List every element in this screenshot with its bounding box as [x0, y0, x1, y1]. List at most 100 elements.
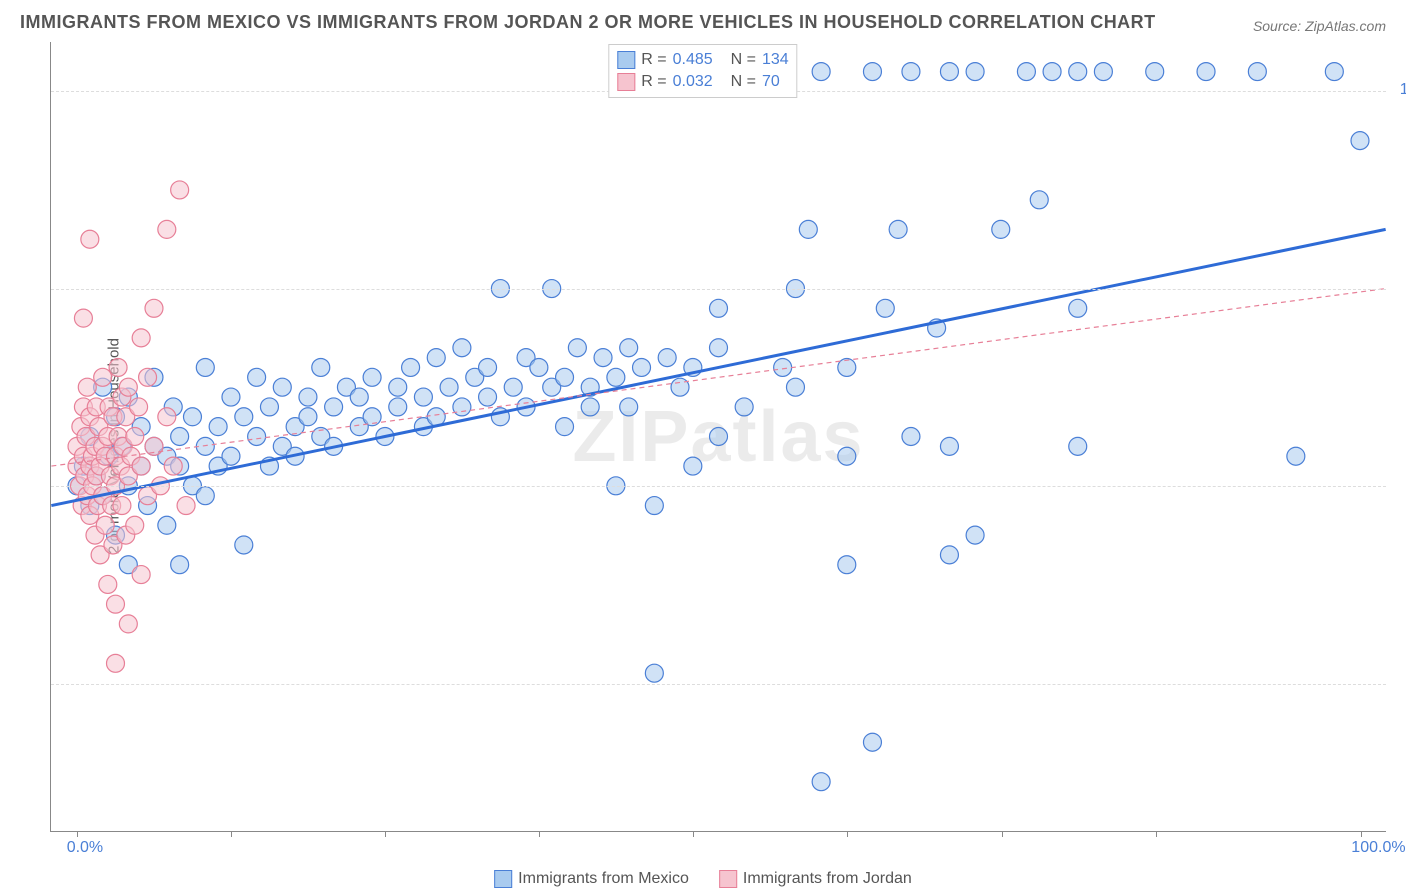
data-point-mexico — [876, 299, 894, 317]
data-point-mexico — [504, 378, 522, 396]
series-legend-item: Immigrants from Mexico — [494, 870, 689, 888]
data-point-mexico — [1030, 191, 1048, 209]
data-point-mexico — [158, 516, 176, 534]
data-point-mexico — [260, 398, 278, 416]
data-point-mexico — [556, 418, 574, 436]
correlation-legend: R =0.485N =134R = 0.032 N = 70 — [608, 44, 797, 98]
data-point-jordan — [94, 368, 112, 386]
data-point-mexico — [607, 368, 625, 386]
n-label: N = — [731, 49, 756, 71]
data-point-jordan — [132, 457, 150, 475]
data-point-mexico — [235, 408, 253, 426]
legend-swatch — [617, 73, 635, 91]
data-point-mexico — [863, 63, 881, 81]
data-point-mexico — [581, 398, 599, 416]
data-point-mexico — [620, 398, 638, 416]
data-point-mexico — [171, 556, 189, 574]
data-point-mexico — [1069, 437, 1087, 455]
plot-area: ZIPatlas 40.0%60.0%80.0%100.0%0.0%100.0% — [50, 42, 1386, 832]
data-point-mexico — [299, 388, 317, 406]
chart-container: IMMIGRANTS FROM MEXICO VS IMMIGRANTS FRO… — [0, 0, 1406, 892]
data-point-jordan — [78, 378, 96, 396]
x-tick-mark — [1002, 831, 1003, 837]
data-point-mexico — [710, 428, 728, 446]
x-tick-label: 0.0% — [67, 839, 103, 857]
series-legend-label: Immigrants from Jordan — [743, 870, 912, 888]
data-point-mexico — [799, 220, 817, 238]
data-point-jordan — [119, 378, 137, 396]
trend-line — [51, 229, 1385, 505]
data-point-mexico — [299, 408, 317, 426]
data-point-mexico — [1248, 63, 1266, 81]
data-point-mexico — [992, 220, 1010, 238]
data-point-mexico — [889, 220, 907, 238]
n-value: 70 — [762, 71, 780, 93]
data-point-jordan — [177, 497, 195, 515]
x-tick-mark — [1361, 831, 1362, 837]
data-point-mexico — [479, 388, 497, 406]
data-point-mexico — [710, 339, 728, 357]
correlation-legend-row: R =0.485N =134 — [617, 49, 788, 71]
data-point-jordan — [132, 329, 150, 347]
data-point-mexico — [414, 388, 432, 406]
x-tick-mark — [847, 831, 848, 837]
data-point-mexico — [1325, 63, 1343, 81]
n-label: N = — [731, 71, 756, 93]
data-point-jordan — [158, 408, 176, 426]
data-point-mexico — [479, 358, 497, 376]
data-point-jordan — [164, 457, 182, 475]
y-tick-label: 100.0% — [1400, 81, 1406, 99]
data-point-jordan — [107, 595, 125, 613]
data-point-mexico — [171, 428, 189, 446]
data-point-jordan — [171, 181, 189, 199]
scatter-svg — [51, 42, 1386, 831]
data-point-mexico — [568, 339, 586, 357]
data-point-mexico — [863, 733, 881, 751]
data-point-mexico — [183, 408, 201, 426]
r-label: R = — [641, 71, 666, 93]
data-point-mexico — [966, 526, 984, 544]
data-point-mexico — [645, 497, 663, 515]
data-point-mexico — [633, 358, 651, 376]
x-tick-mark — [385, 831, 386, 837]
gridline-horizontal — [51, 486, 1386, 487]
data-point-jordan — [96, 516, 114, 534]
data-point-mexico — [940, 437, 958, 455]
data-point-mexico — [710, 299, 728, 317]
series-legend: Immigrants from Mexico Immigrants from Jo… — [494, 870, 912, 888]
data-point-jordan — [81, 230, 99, 248]
data-point-mexico — [453, 339, 471, 357]
data-point-mexico — [325, 398, 343, 416]
data-point-jordan — [130, 398, 148, 416]
x-tick-mark — [693, 831, 694, 837]
data-point-mexico — [363, 368, 381, 386]
data-point-mexico — [530, 358, 548, 376]
gridline-horizontal — [51, 684, 1386, 685]
data-point-mexico — [838, 556, 856, 574]
data-point-mexico — [1043, 63, 1061, 81]
data-point-mexico — [389, 398, 407, 416]
data-point-mexico — [658, 349, 676, 367]
data-point-mexico — [902, 63, 920, 81]
series-legend-label: Immigrants from Mexico — [518, 870, 689, 888]
data-point-mexico — [389, 378, 407, 396]
data-point-mexico — [248, 368, 266, 386]
data-point-mexico — [196, 437, 214, 455]
data-point-jordan — [74, 309, 92, 327]
data-point-mexico — [620, 339, 638, 357]
data-point-mexico — [1094, 63, 1112, 81]
data-point-mexico — [594, 349, 612, 367]
data-point-mexico — [645, 664, 663, 682]
data-point-mexico — [453, 398, 471, 416]
r-value: 0.032 — [673, 71, 725, 93]
data-point-mexico — [556, 368, 574, 386]
x-tick-mark — [539, 831, 540, 837]
data-point-mexico — [1197, 63, 1215, 81]
data-point-mexico — [966, 63, 984, 81]
data-point-mexico — [1146, 63, 1164, 81]
data-point-mexico — [902, 428, 920, 446]
data-point-jordan — [113, 497, 131, 515]
data-point-mexico — [684, 457, 702, 475]
data-point-mexico — [196, 487, 214, 505]
data-point-mexico — [273, 378, 291, 396]
